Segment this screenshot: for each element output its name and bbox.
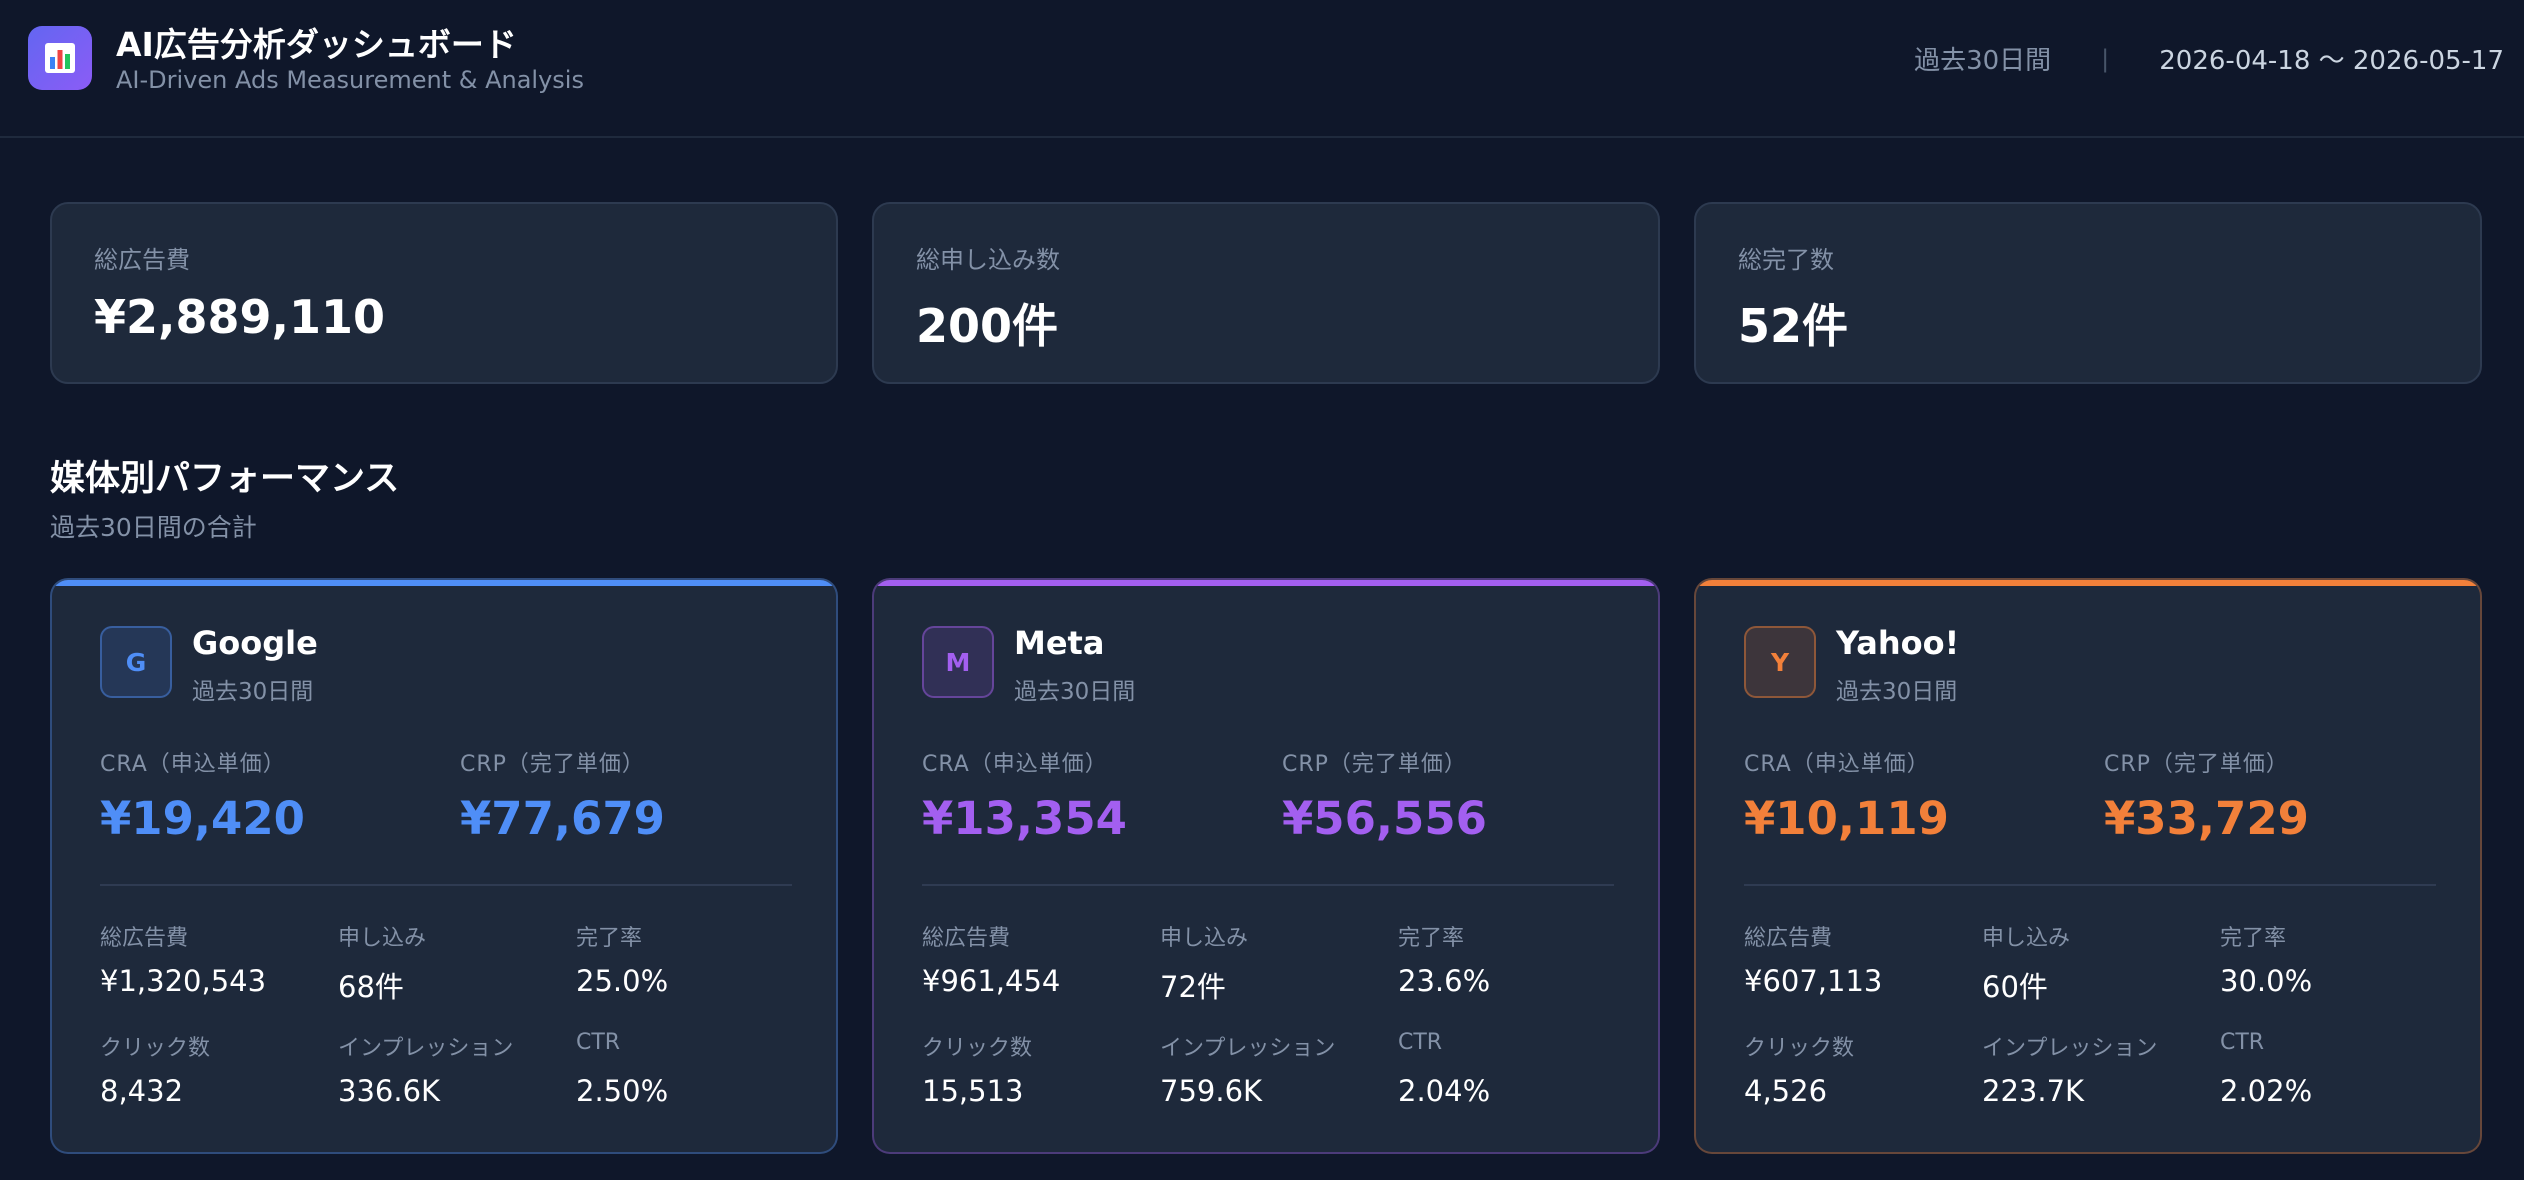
app-subtitle: AI-Driven Ads Measurement & Analysis — [116, 66, 584, 94]
stat-value: 759.6K — [1160, 1074, 1263, 1108]
date-range-selector[interactable]: 過去30日間 | 2026-04-18 〜 2026-05-17 — [1914, 40, 2504, 77]
date-range[interactable]: 2026-04-18 〜 2026-05-17 — [2159, 46, 2504, 76]
stat-value: 68件 — [338, 970, 404, 1004]
stat-value: 72件 — [1160, 970, 1226, 1004]
accent-bar — [874, 580, 1658, 586]
stat-value: ¥961,454 — [922, 964, 1061, 998]
stat-value: 2.04% — [1398, 1074, 1491, 1108]
stat-value: 2.50% — [576, 1074, 669, 1108]
stat-value: 25.0% — [576, 964, 669, 998]
stat-label: インプレッション — [338, 1036, 514, 1061]
stat-label: クリック数 — [922, 1036, 1033, 1061]
summary-label: 総申し込み数 — [916, 246, 1060, 274]
media-period: 過去30日間 — [1014, 679, 1136, 705]
crp-value: ¥33,729 — [2104, 792, 2309, 845]
section-title: 媒体別パフォーマンス — [50, 459, 400, 499]
stat-value: 15,513 — [922, 1074, 1024, 1108]
summary-card-total-applications: 総申し込み数 200件 — [872, 202, 1660, 384]
stat-label: クリック数 — [100, 1036, 211, 1061]
stat-value: 4,526 — [1744, 1074, 1828, 1108]
media-name: Meta — [1014, 624, 1105, 662]
stat-label: 完了率 — [2220, 926, 2287, 951]
stat-value: 60件 — [1982, 970, 2048, 1004]
app-header: AI広告分析ダッシュボード AI-Driven Ads Measurement … — [0, 0, 2524, 138]
stat-label: 申し込み — [1982, 926, 2071, 951]
stat-label: CTR — [1398, 1030, 1443, 1055]
media-logo-badge: Y — [1744, 626, 1816, 698]
stat-label: CTR — [2220, 1030, 2265, 1055]
summary-card-total-spend: 総広告費 ¥2,889,110 — [50, 202, 838, 384]
stat-label: 総広告費 — [1744, 926, 1833, 951]
crp-value: ¥56,556 — [1282, 792, 1487, 845]
period-label[interactable]: 過去30日間 — [1914, 46, 2052, 76]
stat-value: 336.6K — [338, 1074, 441, 1108]
media-card-google: G Google 過去30日間 CRA（申込単価） ¥19,420 CRP（完了単価） ¥7… — [50, 578, 838, 1154]
media-period: 過去30日間 — [1836, 679, 1958, 705]
stat-value: 23.6% — [1398, 964, 1491, 998]
media-name: Yahoo! — [1836, 624, 1960, 662]
stat-label: 完了率 — [576, 926, 643, 951]
divider — [922, 884, 1614, 886]
cra-value: ¥19,420 — [100, 792, 305, 845]
stat-label: 総広告費 — [922, 926, 1011, 951]
media-logo-badge: M — [922, 626, 994, 698]
media-name: Google — [192, 624, 318, 662]
crp-value: ¥77,679 — [460, 792, 665, 845]
stat-label: 完了率 — [1398, 926, 1465, 951]
stat-label: インプレッション — [1160, 1036, 1336, 1061]
media-logo-badge: G — [100, 626, 172, 698]
stat-label: 申し込み — [1160, 926, 1249, 951]
cra-label: CRA（申込単価） — [1744, 752, 1930, 777]
summary-label: 総広告費 — [94, 246, 190, 274]
bar-chart-icon — [28, 26, 92, 90]
stat-label: インプレッション — [1982, 1036, 2158, 1061]
media-card-yahoo: Y Yahoo! 過去30日間 CRA（申込単価） ¥10,119 CRP（完了単価） ¥3… — [1694, 578, 2482, 1154]
cra-value: ¥10,119 — [1744, 792, 1949, 845]
crp-label: CRP（完了単価） — [2104, 752, 2289, 777]
summary-card-total-completions: 総完了数 52件 — [1694, 202, 2482, 384]
stat-value: 8,432 — [100, 1074, 184, 1108]
cra-label: CRA（申込単価） — [100, 752, 286, 777]
divider — [100, 884, 792, 886]
summary-value: 200件 — [916, 299, 1059, 353]
stat-value: 2.02% — [2220, 1074, 2313, 1108]
cra-value: ¥13,354 — [922, 792, 1127, 845]
stat-label: 申し込み — [338, 926, 427, 951]
media-period: 過去30日間 — [192, 679, 314, 705]
crp-label: CRP（完了単価） — [1282, 752, 1467, 777]
stat-label: クリック数 — [1744, 1036, 1855, 1061]
section-subtitle: 過去30日間の合計 — [50, 513, 257, 542]
header-separator: | — [2101, 44, 2110, 73]
app-title: AI広告分析ダッシュボード — [116, 25, 517, 64]
stat-value: ¥607,113 — [1744, 964, 1883, 998]
crp-label: CRP（完了単価） — [460, 752, 645, 777]
stat-label: 総広告費 — [100, 926, 189, 951]
divider — [1744, 884, 2436, 886]
media-card-meta: M Meta 過去30日間 CRA（申込単価） ¥13,354 CRP（完了単価） ¥56,… — [872, 578, 1660, 1154]
cra-label: CRA（申込単価） — [922, 752, 1108, 777]
stat-value: 30.0% — [2220, 964, 2313, 998]
stat-value: 223.7K — [1982, 1074, 2085, 1108]
stat-label: CTR — [576, 1030, 621, 1055]
accent-bar — [1696, 580, 2480, 586]
summary-label: 総完了数 — [1738, 246, 1834, 274]
stat-value: ¥1,320,543 — [100, 964, 267, 998]
summary-value: 52件 — [1738, 299, 1849, 353]
summary-value: ¥2,889,110 — [94, 290, 386, 344]
accent-bar — [52, 580, 836, 586]
